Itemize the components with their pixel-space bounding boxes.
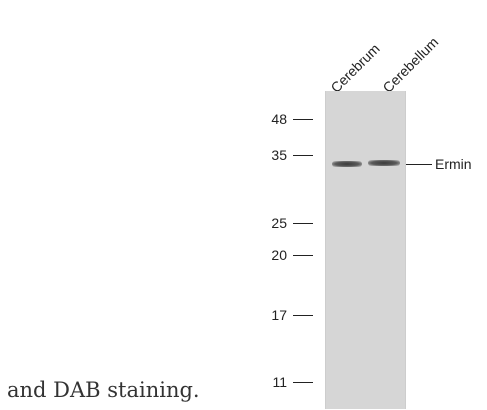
lane-label-cerebrum: Cerebrum	[327, 40, 383, 96]
marker-tick	[293, 118, 313, 120]
marker-tick	[293, 254, 313, 256]
target-marker: Ermin	[406, 156, 472, 172]
blot-membrane	[325, 91, 406, 409]
target-label: Ermin	[435, 156, 472, 172]
marker-11: 11	[259, 374, 313, 390]
marker-20: 20	[259, 247, 313, 263]
blot-band-lane-2	[368, 160, 400, 166]
marker-tick	[293, 222, 313, 224]
marker-17: 17	[259, 307, 313, 323]
marker-35: 35	[259, 147, 313, 163]
marker-tick	[293, 154, 313, 156]
blot-band-lane-1	[332, 161, 362, 167]
lane-label-cerebellum: Cerebellum	[379, 33, 442, 96]
marker-tick	[293, 314, 313, 316]
marker-25: 25	[259, 215, 313, 231]
marker-tick	[293, 381, 313, 383]
caption-text: and DAB staining.	[7, 378, 200, 402]
target-tick	[406, 163, 432, 165]
marker-48: 48	[259, 111, 313, 127]
